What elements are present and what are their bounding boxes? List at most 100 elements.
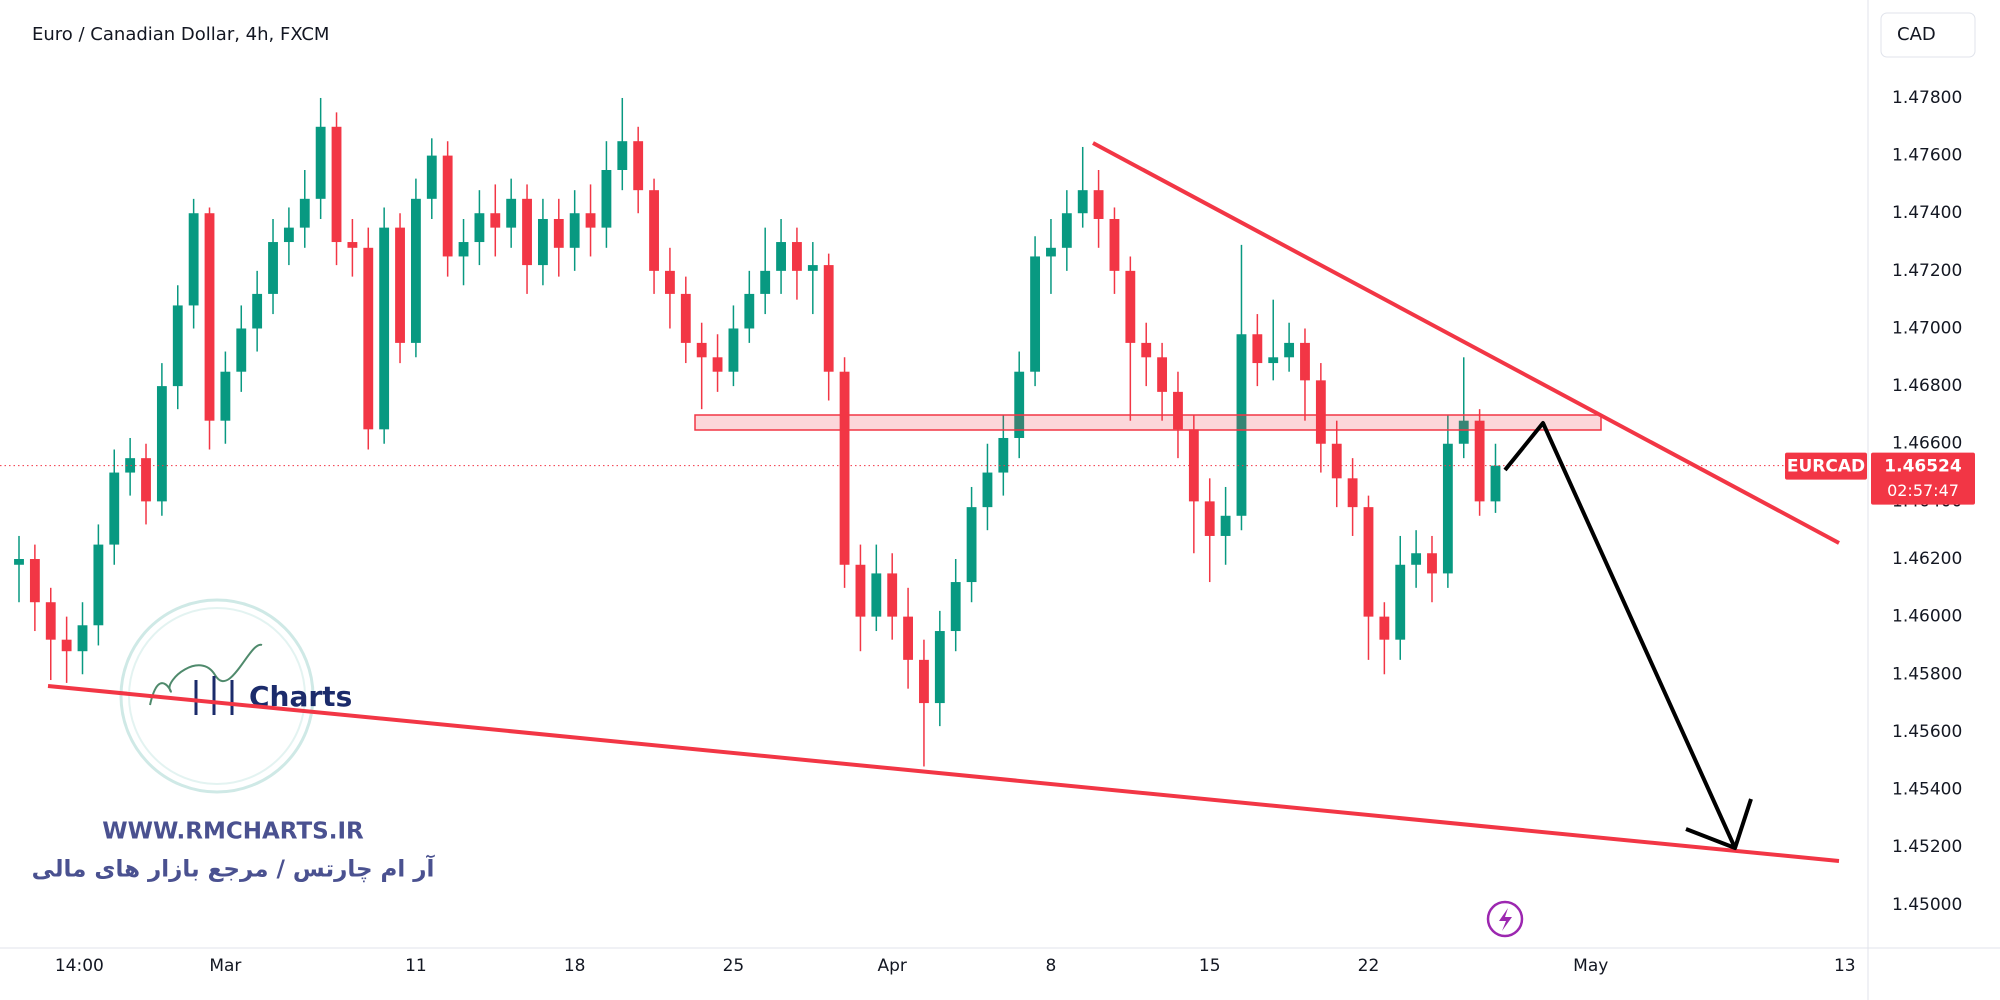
y-tick-label: 1.47400 [1892, 203, 1962, 223]
candle-body [760, 270, 771, 294]
candle-body [1474, 420, 1485, 502]
candle-body [379, 227, 390, 430]
candle-body [649, 190, 659, 271]
candle-body [1490, 465, 1501, 502]
candle-body [77, 625, 88, 652]
candle-body [331, 126, 342, 243]
candle-body [1109, 218, 1120, 271]
candle-body [887, 573, 898, 617]
y-tick-label: 1.46200 [1892, 549, 1962, 569]
candle-body [1157, 357, 1168, 392]
y-tick-label: 1.46600 [1892, 434, 1962, 454]
candle-body [903, 616, 913, 660]
watermark-circle [119, 598, 315, 794]
x-tick-label: May [1573, 956, 1608, 976]
candle-body [1411, 553, 1422, 565]
candle-body [665, 270, 675, 294]
candle-body [712, 357, 723, 372]
candle-body [807, 265, 818, 271]
candle-body [1347, 478, 1358, 508]
candle-body [363, 247, 374, 430]
candle-body [617, 141, 628, 171]
candle-body [1268, 357, 1279, 364]
y-tick-label: 1.45400 [1892, 780, 1962, 800]
candle-body [156, 386, 167, 502]
candle-body [315, 126, 326, 199]
candle-body [569, 213, 580, 248]
currency-label[interactable]: CAD [1897, 24, 1936, 45]
x-tick-label: 25 [723, 956, 745, 976]
candle-body [1395, 564, 1406, 640]
candle-body [1363, 507, 1374, 617]
currency-button[interactable] [1880, 12, 1976, 58]
x-tick-label: Mar [209, 956, 241, 976]
candle-body [1458, 420, 1469, 444]
candle-body [1236, 334, 1247, 516]
candle-body [633, 141, 644, 191]
candle-body [1093, 190, 1104, 219]
candle-body [950, 582, 961, 632]
candle-body [966, 507, 977, 583]
forecast-arrow [1503, 421, 1737, 849]
candle-body [347, 242, 358, 248]
candle-body [792, 242, 802, 271]
candle-body [1379, 616, 1390, 640]
alert-icon[interactable] [1486, 900, 1524, 938]
countdown-label: 02:57:47 [1887, 481, 1959, 500]
candle-body [1061, 213, 1072, 248]
symbol-label: EURCAD [1787, 457, 1865, 477]
candle-body [93, 544, 104, 626]
x-tick-label: 15 [1199, 956, 1221, 976]
chart-title: Euro / Canadian Dollar, 4h, FXCM [32, 24, 329, 45]
candle-body [1252, 334, 1263, 364]
candle-body [109, 472, 120, 545]
forecast-arrowhead [1685, 798, 1753, 850]
candle-body [1125, 270, 1136, 343]
y-tick-label: 1.45800 [1892, 664, 1962, 684]
x-tick-label: 8 [1046, 956, 1057, 976]
candle-body [696, 342, 707, 358]
candle-body [395, 227, 405, 343]
candle-body [744, 293, 755, 329]
candle-body [45, 602, 56, 640]
candle-body [14, 559, 24, 565]
last-price-label: 1.46524 [1884, 457, 1962, 477]
candle-body [1442, 443, 1453, 574]
candle-body [823, 265, 834, 372]
alert-icon-bolt[interactable] [1499, 908, 1512, 931]
candle-body [998, 437, 1009, 473]
candle-body [839, 371, 850, 565]
axes: 1.45000 1.45200 1.45400 1.45600 1.45800 1.460… [55, 88, 1975, 976]
y-tick-label: 1.46800 [1892, 376, 1962, 396]
candle-body [1315, 380, 1326, 444]
candle-body [1173, 391, 1183, 430]
candle-body [141, 458, 151, 502]
candle-body [490, 213, 501, 228]
candle-body [410, 198, 421, 343]
candle-body [474, 213, 485, 243]
resistance-zone [694, 414, 1602, 431]
candle-body [1014, 371, 1025, 438]
x-tick-label: 18 [564, 956, 586, 976]
watermark-tagline: آر ام چارتس / مرجع بازار های مالی [32, 854, 436, 883]
plot-area [0, 97, 1867, 767]
candle-body [1300, 342, 1310, 381]
candle-body [522, 198, 532, 266]
y-tick-label: 1.47200 [1892, 261, 1962, 281]
y-tick-label: 1.47800 [1892, 88, 1962, 108]
candle-body [426, 155, 437, 199]
candle-body [204, 213, 215, 421]
watermark-website: WWW.RMCHARTS.IR [102, 819, 364, 845]
y-tick-label: 1.45600 [1892, 722, 1962, 742]
candle-body [1427, 553, 1437, 574]
candle-body [934, 631, 945, 704]
y-tick-label: 1.46000 [1892, 607, 1962, 627]
candle-body [982, 472, 993, 508]
candle-body [776, 242, 786, 271]
candle-body [61, 639, 72, 652]
candle-body [125, 458, 136, 473]
candle-body [1030, 256, 1041, 372]
candle-body [1284, 342, 1295, 358]
